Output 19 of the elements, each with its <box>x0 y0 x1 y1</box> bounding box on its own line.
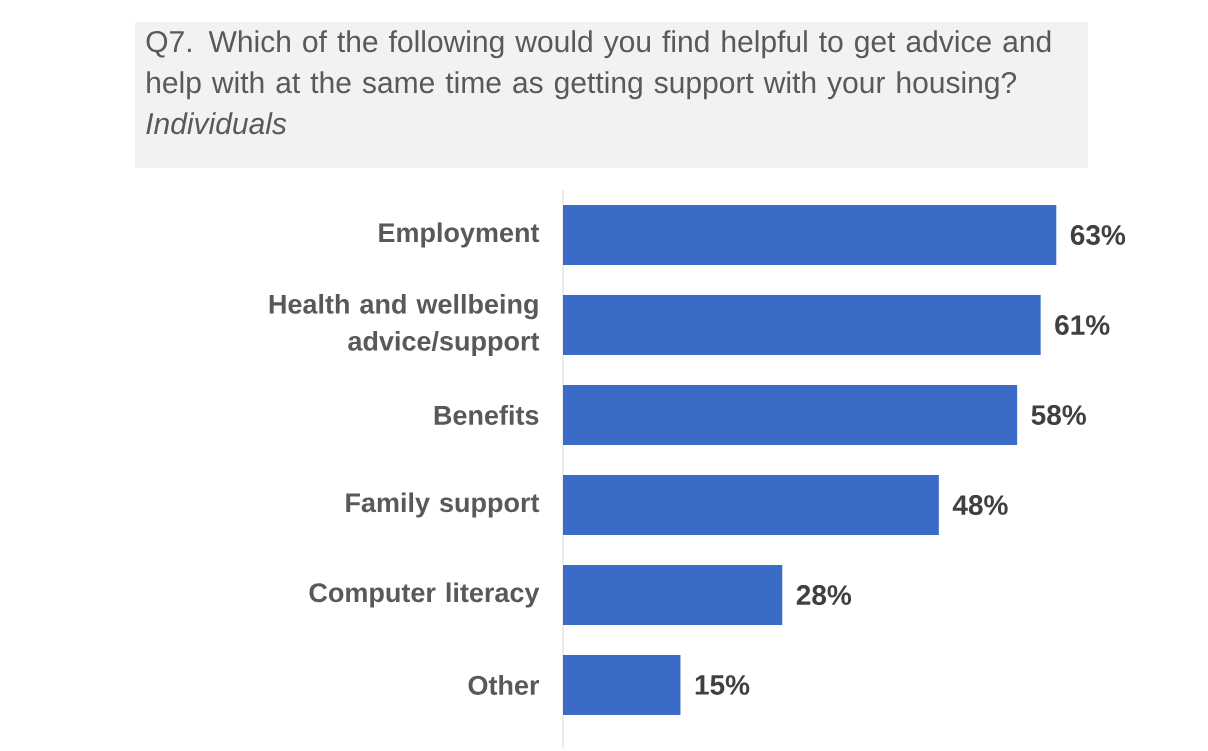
bar <box>563 565 783 626</box>
y-tick-label: Benefits <box>434 405 539 425</box>
chart-title: Q7. Which of the following would you find helpful to get advice and help with at the same time as getting support with your housing? Individuals <box>146 30 1051 135</box>
bar <box>563 205 1057 266</box>
bar <box>563 475 939 536</box>
bar <box>563 295 1041 356</box>
y-tick-label: Health and wellbeing advice/support <box>269 293 540 357</box>
y-tick-label: Family support <box>346 492 540 518</box>
data-label: 28% <box>796 585 852 605</box>
y-tick-label: Employment <box>379 222 540 248</box>
data-label: 48% <box>952 495 1008 515</box>
data-label: 61% <box>1055 315 1110 335</box>
bar <box>563 385 1018 446</box>
y-tick-label: Other <box>468 675 540 695</box>
data-label: 58% <box>1031 405 1086 425</box>
data-label: 15% <box>695 675 750 695</box>
data-label: 63% <box>1070 225 1126 245</box>
bar <box>563 655 681 716</box>
y-tick-label: Computer literacy <box>309 582 540 608</box>
